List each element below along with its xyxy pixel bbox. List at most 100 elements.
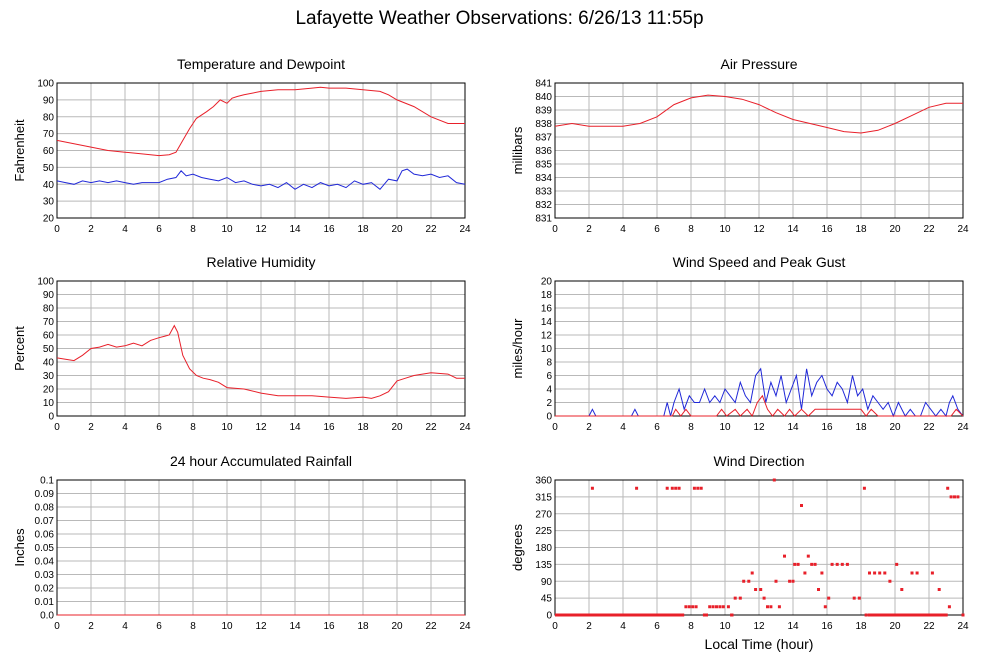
y-tick-label: 60 — [43, 146, 55, 157]
chart-title: Relative Humidity — [207, 254, 316, 270]
y-tick-label: 70 — [43, 129, 55, 140]
x-tick-label: 6 — [654, 422, 660, 433]
chart-title: Temperature and Dewpoint — [177, 56, 345, 72]
x-tick-label: 24 — [957, 224, 969, 235]
y-tick-label: 4 — [546, 385, 552, 396]
data-point — [864, 613, 868, 617]
x-tick-label: 6 — [156, 422, 162, 433]
x-tick-label: 2 — [88, 621, 94, 632]
data-point — [820, 571, 824, 575]
x-tick-label: 12 — [753, 224, 765, 235]
y-tick-label: 832 — [535, 200, 552, 211]
chart-title: Air Pressure — [720, 56, 797, 72]
y-axis-label: degrees — [510, 524, 525, 571]
x-tick-label: 18 — [357, 224, 369, 235]
x-tick-label: 18 — [357, 621, 369, 632]
y-axis-label: Inches — [12, 528, 27, 567]
data-point — [949, 495, 953, 499]
y-tick-label: 50 — [43, 344, 55, 355]
chart-title: 24 hour Accumulated Rainfall — [170, 453, 352, 469]
y-tick-label: 10 — [541, 344, 553, 355]
y-tick-label: 834 — [535, 173, 552, 184]
x-tick-label: 4 — [122, 422, 128, 433]
data-point — [868, 571, 871, 575]
y-tick-label: 840 — [535, 92, 552, 103]
x-tick-label: 22 — [425, 224, 437, 235]
y-tick-label: 831 — [535, 214, 552, 225]
x-tick-label: 10 — [719, 621, 731, 632]
x-tick-label: 0 — [54, 224, 60, 235]
y-tick-label: 12 — [541, 331, 553, 342]
plot-frame — [554, 479, 964, 616]
chart-title: Wind Speed and Peak Gust — [673, 254, 846, 270]
data-point — [715, 605, 718, 609]
data-point — [910, 571, 914, 575]
x-tick-label: 10 — [719, 224, 731, 235]
data-point — [796, 562, 800, 566]
data-point — [711, 605, 715, 609]
data-point — [742, 579, 746, 583]
plot-frame — [554, 82, 964, 219]
x-tick-label: 12 — [753, 621, 765, 632]
y-tick-label: 0.0 — [40, 611, 54, 622]
y-tick-label: 833 — [535, 187, 552, 198]
data-point — [827, 596, 831, 600]
y-tick-label: 0.1 — [40, 476, 54, 487]
y-tick-label: 80 — [43, 112, 55, 123]
y-tick-label: 16 — [541, 304, 553, 315]
y-tick-label: 841 — [535, 79, 552, 90]
x-tick-label: 16 — [323, 224, 335, 235]
x-tick-label: 16 — [821, 621, 833, 632]
data-point — [754, 588, 758, 591]
x-tick-label: 0 — [552, 621, 558, 632]
chart-title: Wind Direction — [713, 453, 804, 469]
x-tick-label: 4 — [620, 621, 626, 632]
y-tick-label: 0.06 — [35, 530, 55, 541]
y-tick-label: 836 — [535, 146, 552, 157]
y-tick-label: 0.01 — [35, 597, 55, 608]
y-tick-label: 360 — [535, 476, 552, 487]
x-tick-label: 8 — [190, 224, 196, 235]
data-point — [696, 486, 700, 490]
y-tick-label: 180 — [535, 543, 552, 554]
data-point — [635, 486, 639, 490]
data-point — [694, 605, 698, 609]
data-point — [953, 495, 956, 499]
x-tick-label: 20 — [889, 621, 901, 632]
x-tick-label: 0 — [54, 422, 60, 433]
data-point — [946, 486, 950, 490]
data-point — [718, 605, 722, 609]
data-point — [876, 613, 880, 617]
y-tick-label: 30 — [43, 197, 55, 208]
x-tick-label: 22 — [923, 621, 935, 632]
x-tick-label: 2 — [586, 422, 592, 433]
x-tick-label: 20 — [889, 422, 901, 433]
series-line — [56, 86, 465, 157]
y-axis-label: millibars — [510, 126, 525, 174]
y-tick-label: 40 — [43, 358, 55, 369]
y-tick-label: 0 — [546, 611, 552, 622]
x-tick-label: 22 — [425, 422, 437, 433]
data-point — [806, 554, 810, 558]
data-point — [941, 613, 945, 617]
data-point — [665, 486, 669, 490]
data-point — [800, 504, 803, 507]
data-point — [692, 486, 696, 490]
x-tick-label: 14 — [289, 422, 301, 433]
x-tick-label: 16 — [821, 224, 833, 235]
y-tick-label: 0.04 — [35, 557, 55, 568]
y-axis-label: Fahrenheit — [12, 119, 27, 182]
data-point — [947, 605, 951, 609]
y-tick-label: 60 — [43, 331, 55, 342]
y-tick-label: 18 — [541, 290, 553, 301]
data-point — [750, 571, 754, 575]
data-point — [747, 579, 751, 583]
x-tick-label: 20 — [889, 224, 901, 235]
x-tick-label: 0 — [552, 422, 558, 433]
data-point — [803, 571, 807, 575]
